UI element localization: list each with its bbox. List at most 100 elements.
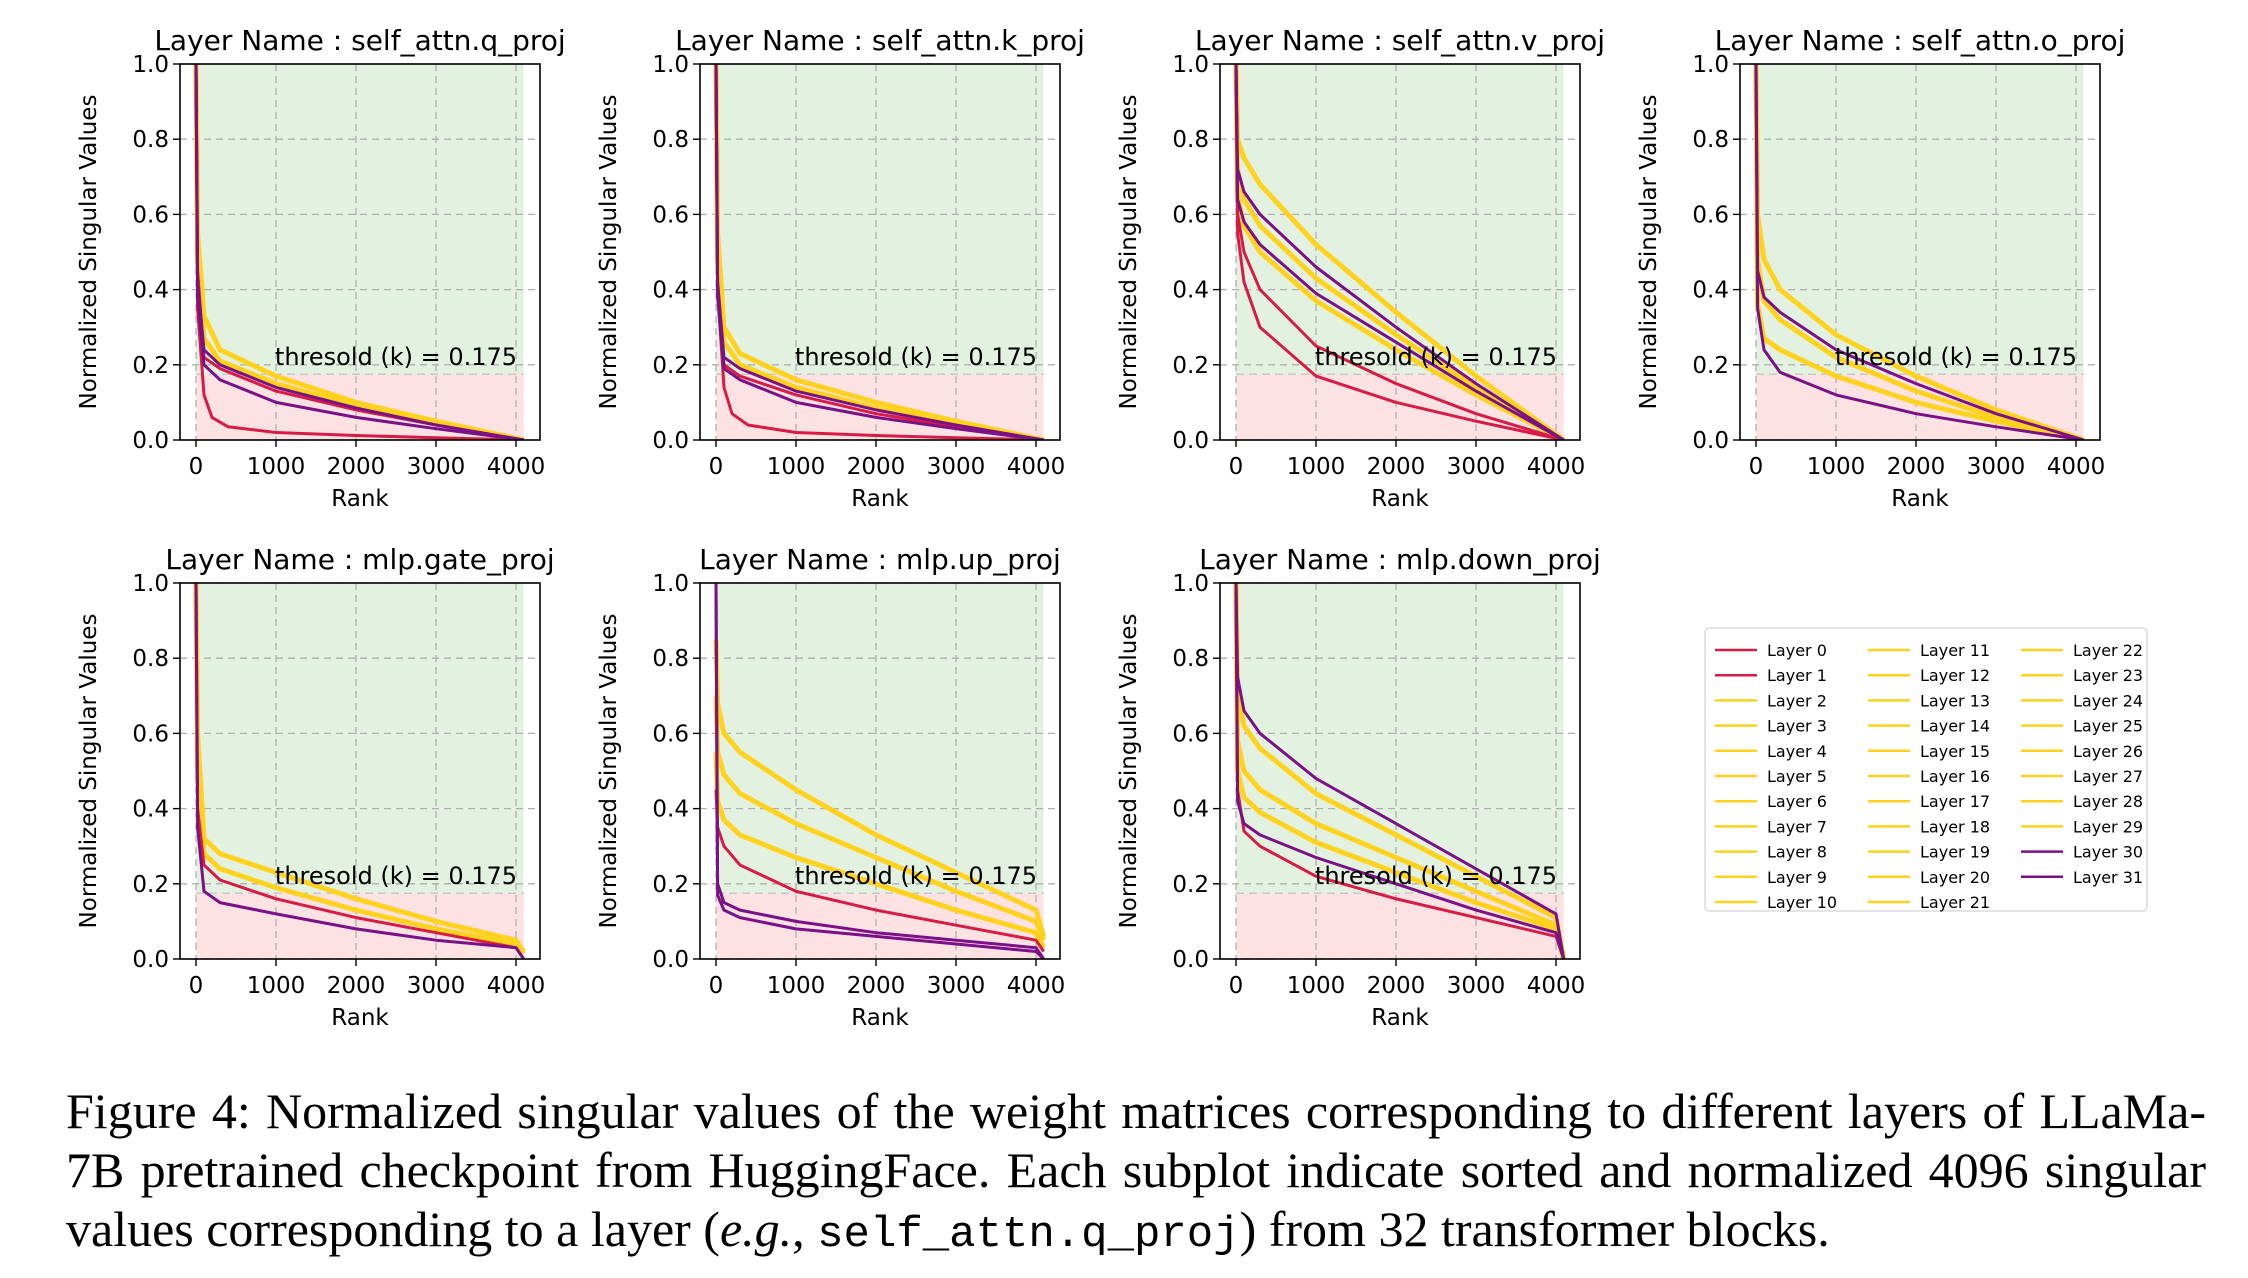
y-tick-label: 0.2 (1692, 353, 1729, 379)
y-axis-label: Normalized Singular Values (1636, 95, 1662, 410)
x-tick-label: 3000 (927, 973, 986, 999)
y-tick-label: 0.2 (1172, 353, 1209, 379)
threshold-label: thresold (k) = 0.175 (795, 862, 1037, 890)
series-line-purple (194, 583, 525, 959)
series-group (1753, 64, 2085, 440)
x-tick-label: 3000 (407, 973, 466, 999)
x-tick-label: 2000 (1367, 454, 1426, 480)
y-tick-label: 0.6 (132, 721, 169, 747)
legend-label: Layer 22 (2073, 641, 2143, 660)
series-line-red (1234, 64, 1565, 440)
above-threshold-region (1236, 583, 1564, 894)
y-tick-label: 0.4 (1172, 797, 1209, 823)
caption-sep: , (792, 1201, 818, 1257)
series-line-yellow (713, 752, 1046, 949)
x-tick-label: 3000 (1967, 454, 2026, 480)
x-tick-label: 0 (1229, 973, 1244, 999)
threshold-label: thresold (k) = 0.175 (275, 862, 517, 890)
legend-label: Layer 16 (1920, 767, 1990, 786)
x-tick-label: 0 (189, 973, 204, 999)
legend-label: Layer 25 (2073, 717, 2143, 736)
y-tick-label: 0.6 (1692, 202, 1729, 228)
above-threshold-region (1756, 64, 2084, 375)
legend-label: Layer 21 (1920, 893, 1990, 912)
series-group (193, 64, 525, 440)
y-axis-label: Normalized Singular Values (76, 614, 102, 929)
below-threshold-region (716, 893, 1044, 959)
threshold-label: thresold (k) = 0.175 (1315, 862, 1557, 890)
x-axis-label: Rank (851, 1005, 909, 1031)
x-tick-label: 0 (189, 454, 204, 480)
below-threshold-region (196, 893, 524, 959)
above-threshold-region (1236, 64, 1564, 375)
y-tick-label: 0.8 (1692, 127, 1729, 153)
y-tick-label: 0.0 (1692, 428, 1729, 454)
subplot-4: 0 1000 2000 3000 4000 0.0 0.2 0.4 0.6 0.8 1.0Layer… (76, 543, 555, 1031)
x-tick-label: 0 (1229, 454, 1244, 480)
caption-text-1: Normalized singular values of the weight… (66, 1083, 2207, 1257)
subplot-0: 0 1000 2000 3000 4000 0.0 0.2 0.4 0.6 0.8 1.0Layer… (76, 24, 566, 512)
y-tick-label: 0.2 (1172, 872, 1209, 898)
legend-label: Layer 3 (1767, 717, 1827, 736)
legend-label: Layer 23 (2073, 666, 2143, 685)
threshold-label: thresold (k) = 0.175 (795, 343, 1037, 371)
legend-label: Layer 28 (2073, 792, 2143, 811)
subplot-title: Layer Name : mlp.down_proj (1199, 543, 1601, 576)
y-tick-label: 0.0 (652, 428, 689, 454)
figure-canvas: 0 1000 2000 3000 40000.00.20.40.60.81.0Layer… (76, 24, 2148, 1031)
legend-label: Layer 17 (1920, 792, 1990, 811)
y-axis-label: Normalized Singular Values (1116, 95, 1142, 410)
y-tick-label: 0.6 (132, 202, 169, 228)
subplot-title: Layer Name : self_attn.o_proj (1715, 24, 2126, 57)
x-tick-label: 2000 (327, 973, 386, 999)
y-tick-label: 0.8 (1172, 646, 1209, 672)
legend-label: Layer 4 (1767, 742, 1827, 761)
x-tick-label: 4000 (1527, 454, 1586, 480)
series-line-purple (714, 583, 1045, 959)
legend-label: Layer 9 (1767, 868, 1827, 887)
y-tick-label: 0.4 (1692, 278, 1729, 304)
x-tick-label: 1000 (247, 973, 306, 999)
subplot-2: 0 1000 2000 3000 4000 0.0 0.2 0.4 0.6 0.8 1.0Layer… (1116, 24, 1605, 512)
y-tick-label: 0.2 (652, 872, 689, 898)
legend-label: Layer 6 (1767, 792, 1827, 811)
x-tick-label: 0 (1749, 454, 1764, 480)
series-line-red (1234, 64, 1565, 440)
legend-label: Layer 8 (1767, 843, 1827, 862)
subplot-1: 0 1000 2000 3000 4000 0.0 0.2 0.4 0.6 0.8 1.0Layer… (596, 24, 1085, 512)
y-tick-label: 0.2 (652, 353, 689, 379)
legend-label: Layer 31 (2073, 868, 2143, 887)
series-line-red (194, 64, 524, 440)
series-group (1233, 583, 1567, 959)
y-axis-label: Normalized Singular Values (596, 95, 622, 410)
y-tick-label: 0.2 (132, 353, 169, 379)
x-tick-label: 1000 (1287, 973, 1346, 999)
series-line-red (194, 583, 525, 959)
y-tick-label: 1.0 (1692, 52, 1729, 78)
series-line-purple (714, 64, 1044, 440)
subplot-title: Layer Name : mlp.gate_proj (165, 543, 554, 576)
x-axis-label: Rank (331, 1005, 389, 1031)
subplot-title: Layer Name : mlp.up_proj (699, 543, 1061, 576)
caption-text-2: ) from 32 transformer blocks. (1239, 1201, 1830, 1257)
legend-label: Layer 7 (1767, 817, 1827, 836)
axes-frame (699, 582, 1061, 960)
x-tick-label: 2000 (327, 454, 386, 480)
legend-label: Layer 14 (1920, 717, 1990, 736)
legend-label: Layer 10 (1767, 893, 1837, 912)
y-tick-label: 0.8 (132, 127, 169, 153)
caption-label: Figure 4: (66, 1083, 251, 1139)
above-threshold-region (196, 583, 524, 894)
series-line-purple (714, 583, 1045, 959)
legend-label: Layer 19 (1920, 843, 1990, 862)
x-tick-label: 4000 (2047, 454, 2106, 480)
series-line-yellow (193, 583, 526, 955)
x-tick-label: 1000 (1807, 454, 1866, 480)
figure-caption: Figure 4: Normalized singular values of … (66, 1082, 2206, 1265)
x-tick-label: 4000 (1007, 973, 1066, 999)
x-tick-label: 4000 (487, 973, 546, 999)
y-tick-label: 0.4 (132, 797, 169, 823)
series-line-purple (194, 64, 524, 440)
x-tick-label: 3000 (1447, 973, 1506, 999)
y-tick-label: 1.0 (132, 52, 169, 78)
